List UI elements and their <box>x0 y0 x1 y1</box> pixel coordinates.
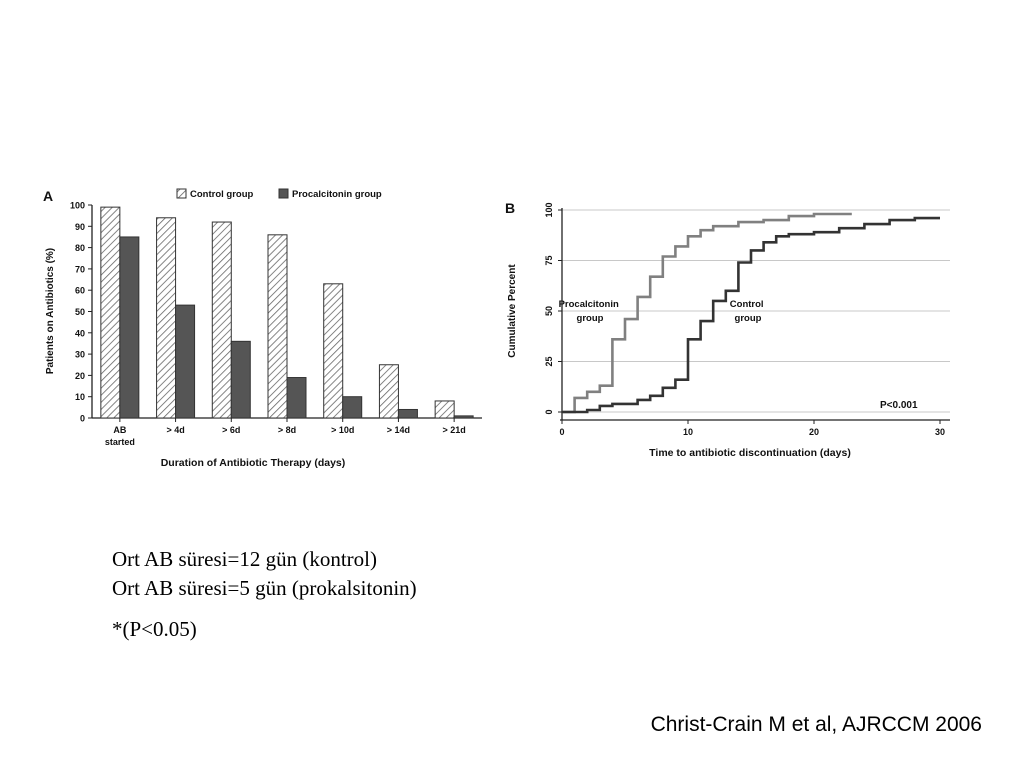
y-tick-label: 100 <box>544 202 554 217</box>
legend-label-control: Control group <box>190 189 254 200</box>
summary-notes: Ort AB süresi=12 gün (kontrol) Ort AB sü… <box>112 545 417 644</box>
citation: Christ-Crain M et al, AJRCCM 2006 <box>650 713 982 736</box>
procalcitonin-series-label: Procalcitonin group <box>559 299 622 324</box>
x-axis-title: Time to antibiotic discontinuation (days… <box>649 447 851 459</box>
bar-procalcitonin-5 <box>397 408 418 419</box>
line-chart-panel-b: B Cumulative Percent Time to antibiotic … <box>505 200 950 459</box>
procalcitonin-step-line <box>562 212 852 414</box>
x-tick-label: > 6d <box>222 425 240 435</box>
panel-label-b: B <box>505 200 515 216</box>
legend-swatch-control <box>176 188 187 199</box>
legend-swatch-procalcitonin <box>278 188 289 199</box>
y-tick-label: 25 <box>544 356 554 366</box>
x-tick-label: 10 <box>683 427 693 437</box>
y-tick-label: 0 <box>544 409 554 414</box>
bar-chart-panel-a: A Control group Procalcitonin group Pati… <box>43 188 482 469</box>
bar-control-2 <box>211 221 232 419</box>
x-tick-label: 20 <box>809 427 819 437</box>
y-tick-label: 80 <box>75 243 85 253</box>
x-tick-label: > 21d <box>443 425 466 435</box>
bar-control-6 <box>434 400 455 419</box>
y-tick-label: 0 <box>80 414 85 424</box>
x-tick-label: 30 <box>935 427 945 437</box>
y-tick-label: 20 <box>75 371 85 381</box>
y-axis-title: Cumulative Percent <box>507 264 518 358</box>
p-value-annotation: P<0.001 <box>880 400 918 411</box>
x-tick-label: > 8d <box>278 425 296 435</box>
x-tick-label: AB <box>113 425 126 435</box>
significance-note: *(P<0.05) <box>112 617 197 641</box>
y-axis-title: Patients on Antibiotics (%) <box>45 248 56 374</box>
x-tick-label: started <box>105 437 135 447</box>
y-tick-label: 90 <box>75 222 85 232</box>
x-tick-label: > 4d <box>166 425 184 435</box>
bar-procalcitonin-6 <box>453 415 474 419</box>
bar-control-4 <box>323 283 344 419</box>
control-step-line <box>562 216 940 414</box>
y-tick-label: 10 <box>75 392 85 402</box>
bar-procalcitonin-4 <box>342 396 363 419</box>
procalcitonin-mean-duration: Ort AB süresi=5 gün (prokalsitonin) <box>112 576 417 600</box>
bar-control-0 <box>100 206 121 419</box>
bar-control-3 <box>267 234 288 419</box>
y-tick-label: 40 <box>75 328 85 338</box>
y-tick-label: 50 <box>75 307 85 317</box>
control-mean-duration: Ort AB süresi=12 gün (kontrol) <box>112 547 377 571</box>
y-tick-label: 60 <box>75 286 85 296</box>
control-series-label: Control group <box>730 299 766 324</box>
y-tick-label: 50 <box>544 306 554 316</box>
x-tick-label: > 10d <box>331 425 354 435</box>
panel-label-a: A <box>43 188 53 204</box>
bar-procalcitonin-3 <box>286 377 307 419</box>
x-axis-title: Duration of Antibiotic Therapy (days) <box>161 457 346 469</box>
y-tick-label: 70 <box>75 264 85 274</box>
x-tick-label: 0 <box>559 427 564 437</box>
bar-procalcitonin-2 <box>230 340 251 419</box>
x-tick-label: > 14d <box>387 425 410 435</box>
bar-control-1 <box>156 217 177 419</box>
y-tick-label: 30 <box>75 350 85 360</box>
y-tick-label: 100 <box>70 201 85 211</box>
y-tick-label: 75 <box>544 255 554 265</box>
bar-procalcitonin-0 <box>119 236 140 419</box>
legend-label-procalcitonin: Procalcitonin group <box>292 189 382 200</box>
bar-control-5 <box>378 364 399 419</box>
bar-procalcitonin-1 <box>175 304 196 419</box>
